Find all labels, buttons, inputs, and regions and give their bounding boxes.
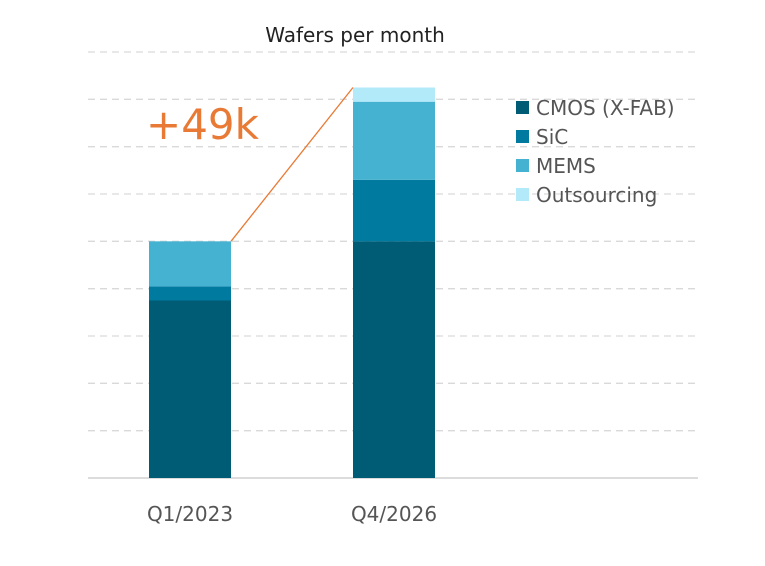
- bar-segment-1-1: [353, 179, 435, 242]
- x-tick-label-0: Q1/2023: [147, 502, 233, 526]
- bar-segment-1-3: [353, 87, 435, 102]
- bar-segment-1-0: [353, 241, 435, 478]
- bar-segment-0-0: [149, 300, 231, 478]
- legend-label-1: SiC: [536, 125, 568, 149]
- legend-label-3: Outsourcing: [536, 183, 657, 207]
- bar-segment-1-2: [353, 101, 435, 180]
- chart-title: Wafers per month: [265, 23, 445, 47]
- x-tick-label-1: Q4/2026: [351, 502, 437, 526]
- legend-swatch-2: [516, 159, 529, 172]
- legend-label-2: MEMS: [536, 154, 596, 178]
- growth-annotation-label: +49k: [146, 100, 260, 149]
- bars: [149, 87, 435, 478]
- growth-connector-line: [230, 87, 354, 242]
- legend: CMOS (X-FAB) SiC MEMS Outsourcing: [516, 96, 675, 207]
- annotations: +49k: [146, 87, 354, 242]
- bar-segment-0-2: [149, 241, 231, 287]
- legend-swatch-3: [516, 188, 529, 201]
- legend-label-0: CMOS (X-FAB): [536, 96, 675, 120]
- bar-segment-0-1: [149, 286, 231, 301]
- x-axis-ticks: Q1/2023 Q4/2026: [147, 502, 437, 526]
- legend-swatch-0: [516, 101, 529, 114]
- legend-swatch-1: [516, 130, 529, 143]
